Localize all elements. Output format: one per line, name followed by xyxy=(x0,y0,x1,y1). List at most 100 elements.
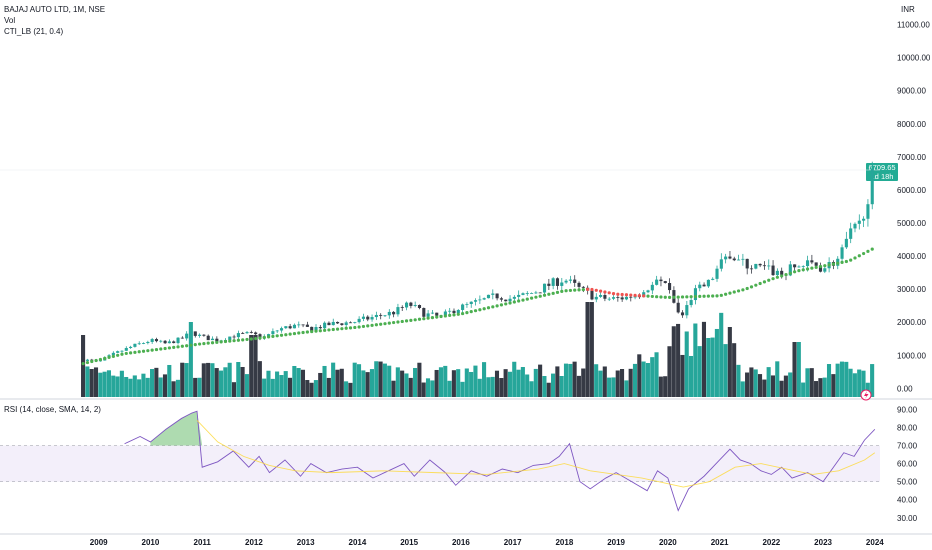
trail-dot xyxy=(344,326,348,330)
volume-bar xyxy=(201,363,206,397)
rsi-line xyxy=(124,410,876,512)
trail-dot xyxy=(85,360,90,365)
time-axis[interactable]: 2009 2010 2011 2012 2013 2014 2015 2016 2017 2018… xyxy=(90,538,884,547)
rsi-ma-line xyxy=(196,419,876,488)
volume-bar xyxy=(602,366,607,397)
trail-dot xyxy=(555,290,560,294)
price-tick-4: 7000.00 xyxy=(897,153,926,162)
rsi-tick-6: 30.00 xyxy=(897,514,918,523)
volume-bar xyxy=(723,344,728,397)
flash-icon[interactable] xyxy=(860,389,872,401)
candle-body xyxy=(465,303,469,305)
price-axis[interactable]: 11000.00 10000.00 9000.00 8000.00 7000.00 600… xyxy=(897,21,931,523)
candle-body xyxy=(775,270,779,276)
volume-bar xyxy=(137,379,142,397)
volume-bar xyxy=(563,363,569,397)
volume-bar xyxy=(102,371,107,397)
volume-bar xyxy=(512,361,517,397)
trail-dot xyxy=(663,295,667,299)
rsi-tick-1: 80.00 xyxy=(897,423,918,432)
currency-label[interactable]: INR xyxy=(901,5,915,14)
volume-bar xyxy=(378,361,383,397)
candle-body xyxy=(482,298,486,300)
volume-bar xyxy=(197,377,202,397)
flash-icon-bolt xyxy=(864,391,869,399)
volume-bar xyxy=(400,370,405,397)
candle-body xyxy=(284,326,288,329)
trail-dot xyxy=(530,296,534,300)
trail-dot xyxy=(568,288,573,293)
trail-dot xyxy=(784,272,788,277)
trail-dot xyxy=(693,294,698,299)
volume-bar xyxy=(270,378,275,397)
trail-dot xyxy=(676,295,680,299)
volume-bar xyxy=(404,373,409,397)
rsi-tick-5: 40.00 xyxy=(897,496,918,505)
cti-legend[interactable]: CTI_LB (21, 0.4) xyxy=(4,27,64,36)
candle-body xyxy=(564,280,568,283)
volume-bar xyxy=(770,375,776,397)
candle-body xyxy=(547,283,551,286)
volume-bar xyxy=(572,361,577,397)
vol-legend[interactable]: Vol xyxy=(4,16,16,25)
volume-bar xyxy=(680,354,685,397)
volume-bar xyxy=(482,362,487,397)
price-tick-5: 6000.00 xyxy=(897,186,926,195)
trail-dot xyxy=(823,264,827,268)
price-tick-9: 2000.00 xyxy=(897,318,926,327)
candle-body xyxy=(305,324,309,327)
trail-dot xyxy=(430,316,435,320)
volume-bar xyxy=(753,369,758,397)
volume-bar xyxy=(870,364,875,397)
trail-dot xyxy=(698,294,702,299)
trail-dot xyxy=(836,261,840,265)
candle-body xyxy=(780,270,784,275)
volume-bar xyxy=(624,380,629,397)
volume-bar xyxy=(387,365,392,397)
trail-dot xyxy=(266,335,271,339)
volume-bar xyxy=(81,335,86,397)
candle-body xyxy=(611,297,616,299)
trail-dot xyxy=(146,349,150,353)
candle-body xyxy=(555,278,560,286)
trail-dot xyxy=(491,305,495,309)
volume-bar xyxy=(425,378,431,397)
trail-dot xyxy=(788,271,792,275)
time-tick-15: 2024 xyxy=(866,538,884,547)
volume-bar xyxy=(292,365,297,397)
volume-bar xyxy=(447,380,452,397)
candle-body xyxy=(150,339,154,342)
trail-dot xyxy=(327,328,331,332)
volume-bar xyxy=(464,368,469,397)
trail-dot xyxy=(534,295,538,299)
trail-dot xyxy=(417,317,422,321)
trail-dot xyxy=(124,351,128,356)
rsi-legend[interactable]: RSI (14, close, SMA, 14, 2) xyxy=(4,405,101,414)
volume-bar xyxy=(421,382,426,397)
trail-dot xyxy=(279,333,284,337)
trail-dot xyxy=(594,288,598,292)
volume-bar xyxy=(822,377,827,397)
candle-body xyxy=(133,343,137,347)
volume-bar xyxy=(322,365,327,397)
trail-dot xyxy=(780,274,784,278)
trail-dot xyxy=(379,322,383,326)
trail-dot xyxy=(383,322,387,326)
price-tick-6: 5000.00 xyxy=(897,219,926,228)
candle-body xyxy=(840,247,844,259)
candle-body xyxy=(448,310,452,312)
price-candles xyxy=(81,161,874,362)
trail-dot xyxy=(404,319,409,323)
trail-dot xyxy=(232,339,236,343)
candle-body xyxy=(435,312,439,316)
volume-bar xyxy=(671,326,676,397)
volume-bar xyxy=(589,302,594,397)
volume-bar xyxy=(796,342,801,397)
time-tick-9: 2018 xyxy=(555,538,573,547)
candle-body xyxy=(258,334,262,338)
candle-body xyxy=(698,284,702,289)
trail-dot xyxy=(154,347,159,352)
volume-bar xyxy=(180,362,185,397)
volume-bar xyxy=(826,364,832,397)
